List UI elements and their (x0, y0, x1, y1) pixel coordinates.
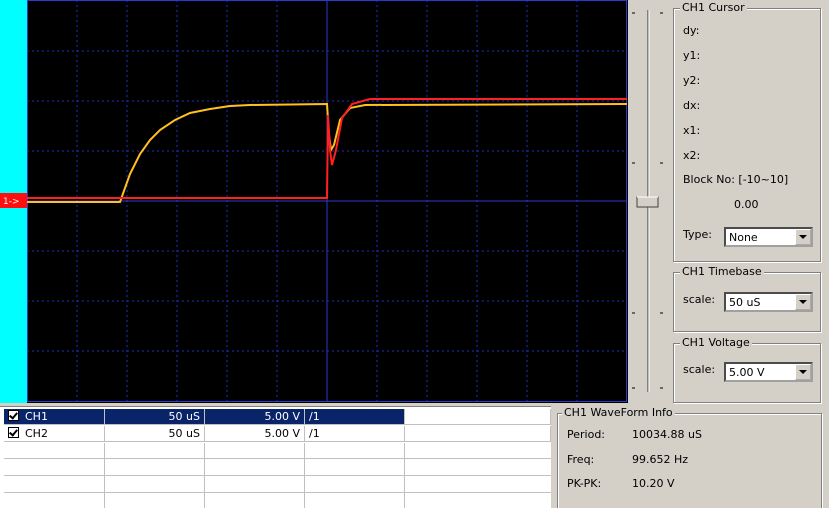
channel-name[interactable]: CH1 (4, 409, 105, 425)
ch1-marker (0, 193, 27, 208)
channel-timebase[interactable]: 50 uS (105, 426, 205, 442)
info-label: Freq: (567, 453, 595, 466)
channel-table: CH1 50 uS 5.00 V /1 CH2 50 uS 5.00 V /1 (0, 406, 551, 508)
table-empty-rows (4, 443, 551, 508)
combo-value: 50 uS (729, 296, 761, 309)
timebase-combo[interactable]: 50 uS (724, 292, 813, 312)
type-label: Type: (683, 228, 712, 241)
cursor-label: y1: (683, 49, 701, 62)
group-title: CH1 WaveForm Info (562, 406, 675, 419)
type-combo[interactable]: None (724, 227, 813, 247)
cursor-label: dx: (683, 99, 701, 112)
voltage-combo[interactable]: 5.00 V (724, 362, 813, 382)
channel-name[interactable]: CH2 (4, 426, 105, 442)
info-value: 10034.88 uS (632, 428, 702, 441)
info-label: Period: (567, 428, 606, 441)
info-value: 10.20 V (632, 477, 675, 490)
empty-cell (405, 409, 551, 425)
group-title: CH1 Voltage (680, 336, 752, 349)
block-no-label: Block No: [-10~10] (683, 173, 789, 186)
waveform-info-group: CH1 WaveForm Info Period: 10034.88 uS Fr… (557, 406, 822, 508)
cursor-label: x2: (683, 149, 701, 162)
offset-slider[interactable] (628, 0, 673, 403)
channel-voltage[interactable]: 5.00 V (205, 409, 305, 425)
group-title: CH1 Cursor (680, 1, 747, 14)
combo-value: 5.00 V (729, 366, 765, 379)
channel-name-text: CH1 (25, 410, 48, 423)
ch2-waveform (27, 102, 628, 203)
ch1-marker-label: 1-> (3, 197, 20, 207)
channel-voltage[interactable]: 5.00 V (205, 426, 305, 442)
empty-cell (405, 426, 551, 442)
cursor-label: x1: (683, 124, 701, 137)
channel-probe[interactable]: /1 (305, 409, 405, 425)
ch1-waveform (27, 98, 627, 199)
combo-value: None (729, 231, 758, 244)
cursor-label: y2: (683, 74, 701, 87)
timebase-group: CH1 Timebase scale: 50 uS (673, 265, 821, 332)
channel-timebase[interactable]: 50 uS (105, 409, 205, 425)
cursor-group: CH1 Cursor dy: y1: y2: dx: x1: x2: Block… (673, 1, 821, 262)
channel-name-text: CH2 (25, 427, 48, 440)
channel-probe[interactable]: /1 (305, 426, 405, 442)
info-value: 99.652 Hz (632, 453, 689, 466)
voltage-group: CH1 Voltage scale: 5.00 V (673, 336, 821, 403)
scale-label: scale: (683, 293, 716, 306)
cursor-label: dy: (683, 24, 700, 37)
scale-label: scale: (683, 363, 716, 376)
block-value: 0.00 (734, 198, 759, 211)
info-label: PK-PK: (567, 477, 602, 490)
scope-display: 1-> (0, 0, 628, 403)
group-title: CH1 Timebase (680, 265, 764, 278)
